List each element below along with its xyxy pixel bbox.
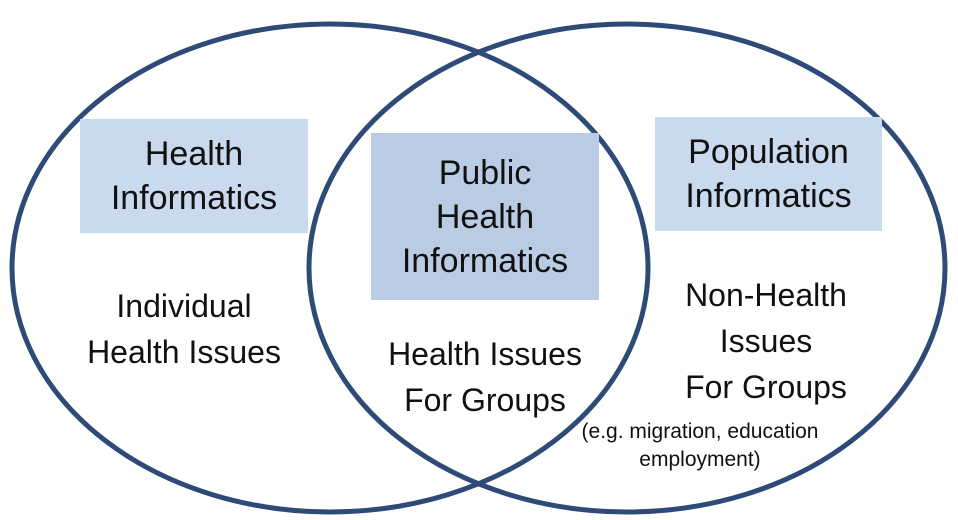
individual-health-issues-line-2: Health Issues [87, 334, 281, 370]
examples-note: (e.g. migration, education employment) [555, 418, 845, 474]
individual-health-issues-line-1: Individual [116, 288, 252, 324]
public-health-informatics-title-line-1: Public [438, 153, 532, 192]
right-circle [306, 21, 948, 515]
population-informatics-title-line-1: Population [688, 133, 849, 171]
public-health-informatics-box: Public Health Informatics [371, 133, 599, 300]
non-health-issues-text: Non-Health Issues For Groups [660, 272, 872, 410]
health-informatics-title-line-2: Informatics [110, 179, 278, 217]
health-informatics-box: Health Informatics [80, 119, 308, 233]
non-health-issues-line-3: For Groups [685, 369, 847, 405]
individual-health-issues-text: Individual Health Issues [55, 283, 313, 375]
non-health-issues-line-2: Issues [719, 323, 813, 359]
population-informatics-box: Population Informatics [655, 117, 882, 231]
health-issues-for-groups-line-1: Health Issues [388, 336, 582, 372]
public-health-informatics-title-line-2: Health [435, 197, 535, 236]
health-issues-for-groups-line-2: For Groups [404, 382, 566, 418]
health-issues-for-groups-text: Health Issues For Groups [360, 331, 610, 423]
health-informatics-title-line-1: Health [144, 135, 244, 173]
examples-note-line-1: (e.g. migration, education [581, 420, 819, 443]
public-health-informatics-title-line-3: Informatics [401, 241, 569, 280]
examples-note-line-2: employment) [639, 448, 761, 471]
population-informatics-title-line-2: Informatics [685, 177, 852, 215]
left-circle [9, 21, 651, 515]
non-health-issues-line-1: Non-Health [685, 277, 847, 313]
